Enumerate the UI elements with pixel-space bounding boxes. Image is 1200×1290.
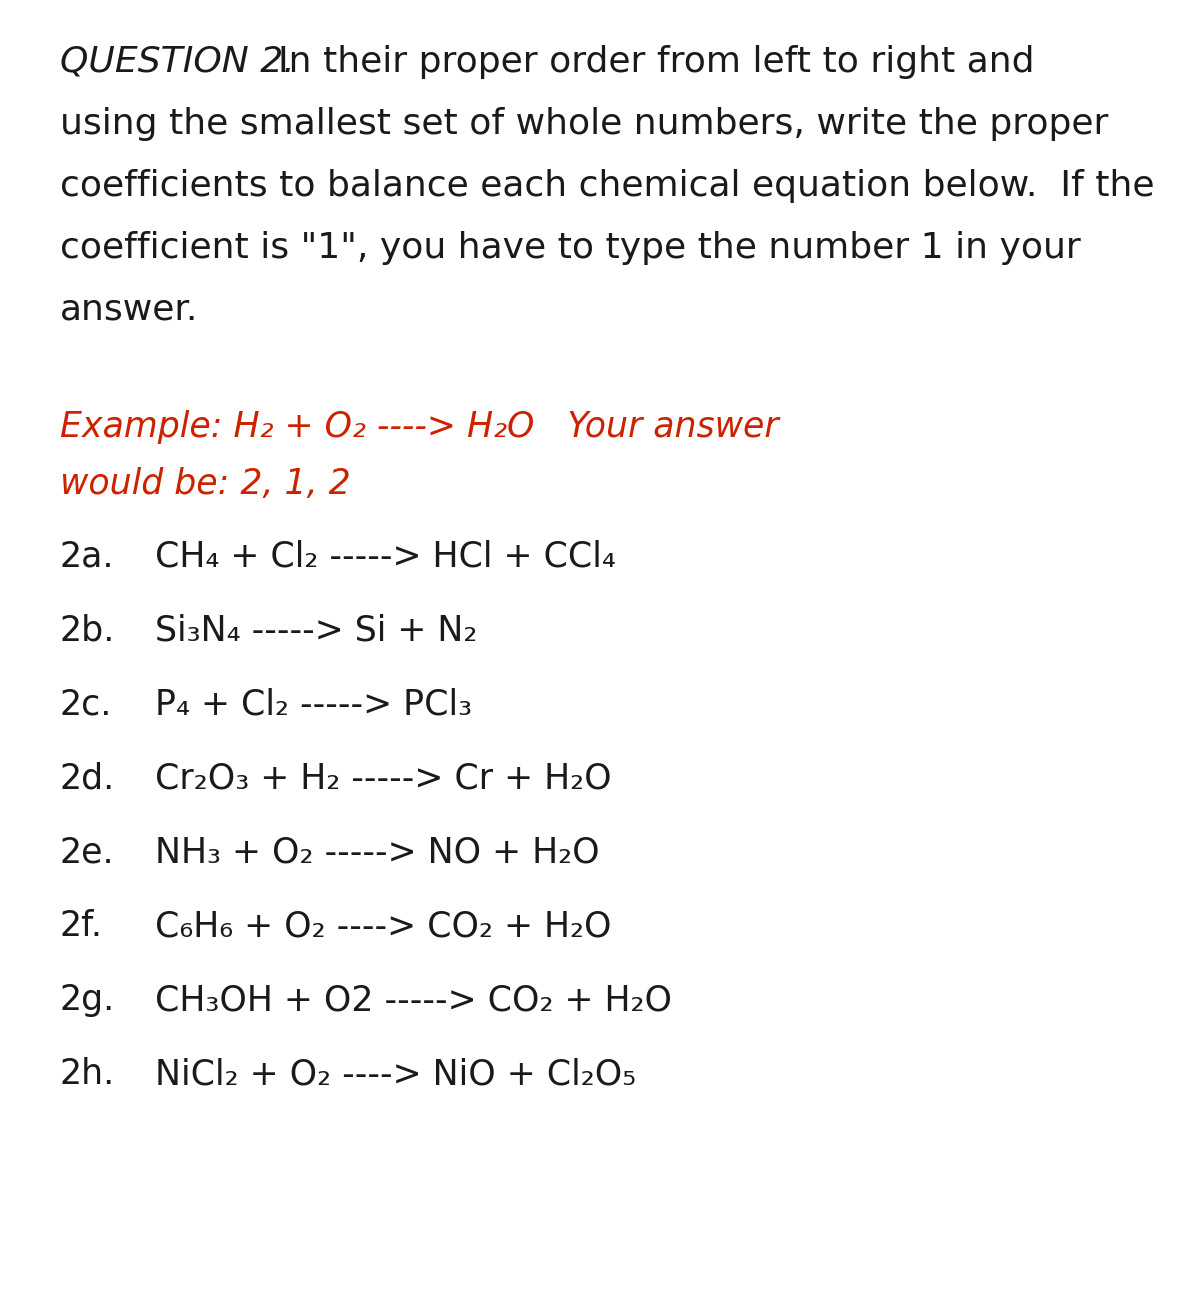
Text: using the smallest set of whole numbers, write the proper: using the smallest set of whole numbers,…: [60, 107, 1109, 141]
Text: C₆H₆ + O₂ ----> CO₂ + H₂O: C₆H₆ + O₂ ----> CO₂ + H₂O: [155, 909, 612, 943]
Text: would be: 2, 1, 2: would be: 2, 1, 2: [60, 467, 350, 501]
Text: Si₃N₄ -----> Si + N₂: Si₃N₄ -----> Si + N₂: [155, 613, 478, 648]
Text: 2h.: 2h.: [60, 1057, 115, 1091]
Text: answer.: answer.: [60, 293, 198, 326]
Text: 2d.: 2d.: [60, 761, 115, 795]
Text: In their proper order from left to right and: In their proper order from left to right…: [256, 45, 1034, 79]
Text: coefficients to balance each chemical equation below.  If the: coefficients to balance each chemical eq…: [60, 169, 1154, 203]
Text: 2g.: 2g.: [60, 983, 115, 1017]
Text: CH₄ + Cl₂ -----> HCl + CCl₄: CH₄ + Cl₂ -----> HCl + CCl₄: [155, 539, 616, 573]
Text: Example: H₂ + O₂ ----> H₂O   Your answer: Example: H₂ + O₂ ----> H₂O Your answer: [60, 410, 779, 444]
Text: NH₃ + O₂ -----> NO + H₂O: NH₃ + O₂ -----> NO + H₂O: [155, 835, 600, 869]
Text: coefficient is "1", you have to type the number 1 in your: coefficient is "1", you have to type the…: [60, 231, 1081, 264]
Text: Cr₂O₃ + H₂ -----> Cr + H₂O: Cr₂O₃ + H₂ -----> Cr + H₂O: [155, 761, 612, 795]
Text: 2c.: 2c.: [60, 688, 113, 721]
Text: 2a.: 2a.: [60, 539, 114, 573]
Text: P₄ + Cl₂ -----> PCl₃: P₄ + Cl₂ -----> PCl₃: [155, 688, 472, 721]
Text: 2e.: 2e.: [60, 835, 115, 869]
Text: CH₃OH + O2 -----> CO₂ + H₂O: CH₃OH + O2 -----> CO₂ + H₂O: [155, 983, 672, 1017]
Text: QUESTION 2.: QUESTION 2.: [60, 45, 295, 79]
Text: 2f.: 2f.: [60, 909, 103, 943]
Text: NiCl₂ + O₂ ----> NiO + Cl₂O₅: NiCl₂ + O₂ ----> NiO + Cl₂O₅: [155, 1057, 636, 1091]
Text: 2b.: 2b.: [60, 613, 115, 648]
